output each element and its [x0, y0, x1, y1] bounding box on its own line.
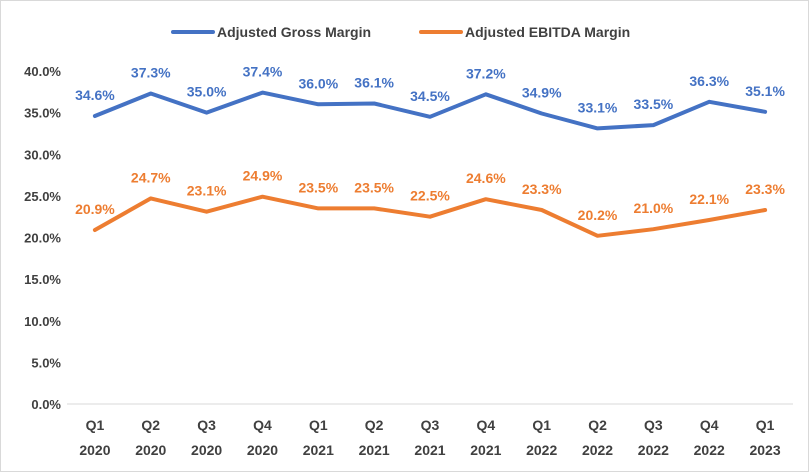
x-tick-label-year: 2022 [638, 442, 669, 458]
data-label: 33.5% [634, 96, 674, 112]
data-label: 34.9% [522, 84, 562, 100]
data-label: 36.1% [354, 74, 394, 90]
data-label: 23.3% [522, 181, 562, 197]
x-tick-label-quarter: Q2 [588, 417, 607, 433]
series-line-ebitda-margin [92, 194, 768, 238]
x-tick-label-quarter: Q1 [309, 417, 328, 433]
x-tick-label-quarter: Q4 [253, 417, 272, 433]
x-tick-label-year: 2022 [582, 442, 613, 458]
data-label: 23.5% [354, 179, 394, 195]
data-label: 22.5% [410, 188, 450, 204]
y-tick-label: 10.0% [24, 314, 61, 329]
data-label: 20.2% [578, 207, 618, 223]
data-label: 34.5% [410, 88, 450, 104]
data-label: 34.6% [75, 87, 115, 103]
data-label: 22.1% [689, 191, 729, 207]
data-label: 33.1% [578, 99, 618, 115]
y-tick-label: 15.0% [24, 272, 61, 287]
data-label: 23.5% [298, 179, 338, 195]
x-tick-label-quarter: Q3 [644, 417, 663, 433]
x-tick-label-quarter: Q3 [421, 417, 440, 433]
x-tick-label-quarter: Q1 [756, 417, 775, 433]
y-tick-label: 20.0% [24, 231, 61, 246]
y-tick-label: 40.0% [24, 64, 61, 79]
x-tick-label-year: 2022 [694, 442, 725, 458]
data-label: 24.9% [243, 168, 283, 184]
x-tick-label-quarter: Q1 [532, 417, 551, 433]
y-tick-label: 5.0% [31, 355, 61, 370]
x-tick-label-quarter: Q2 [141, 417, 160, 433]
data-label: 21.0% [634, 200, 674, 216]
data-label: 36.3% [689, 73, 729, 89]
data-label: 35.0% [187, 84, 227, 100]
x-tick-label-year: 2021 [359, 442, 390, 458]
x-tick-label-quarter: Q2 [365, 417, 384, 433]
x-tick-label-year: 2020 [191, 442, 222, 458]
x-tick-label-year: 2020 [79, 442, 110, 458]
x-tick-label-year: 2021 [470, 442, 501, 458]
data-label: 36.0% [298, 75, 338, 91]
x-tick-label-quarter: Q1 [86, 417, 105, 433]
y-tick-label: 35.0% [24, 106, 61, 121]
x-tick-label-year: 2022 [526, 442, 557, 458]
data-label: 37.4% [243, 64, 283, 80]
x-tick-label-year: 2021 [303, 442, 334, 458]
data-label: 35.1% [745, 83, 785, 99]
series-line-gross-margin [92, 90, 768, 131]
legend-label: Adjusted Gross Margin [217, 24, 371, 40]
legend-label: Adjusted EBITDA Margin [465, 24, 630, 40]
data-label: 24.6% [466, 170, 506, 186]
data-label: 37.2% [466, 65, 506, 81]
y-tick-label: 25.0% [24, 189, 61, 204]
x-tick-label-year: 2020 [247, 442, 278, 458]
data-label: 20.9% [75, 201, 115, 217]
x-tick-label-quarter: Q3 [197, 417, 216, 433]
x-tick-label-year: 2021 [414, 442, 445, 458]
data-label: 24.7% [131, 169, 171, 185]
x-tick-label-quarter: Q4 [700, 417, 719, 433]
data-label: 23.1% [187, 183, 227, 199]
x-tick-label-year: 2020 [135, 442, 166, 458]
data-label: 37.3% [131, 64, 171, 80]
data-label: 23.3% [745, 181, 785, 197]
y-tick-label: 30.0% [24, 147, 61, 162]
x-tick-label-year: 2023 [749, 442, 780, 458]
x-tick-label-quarter: Q4 [477, 417, 496, 433]
y-tick-label: 0.0% [31, 397, 61, 412]
